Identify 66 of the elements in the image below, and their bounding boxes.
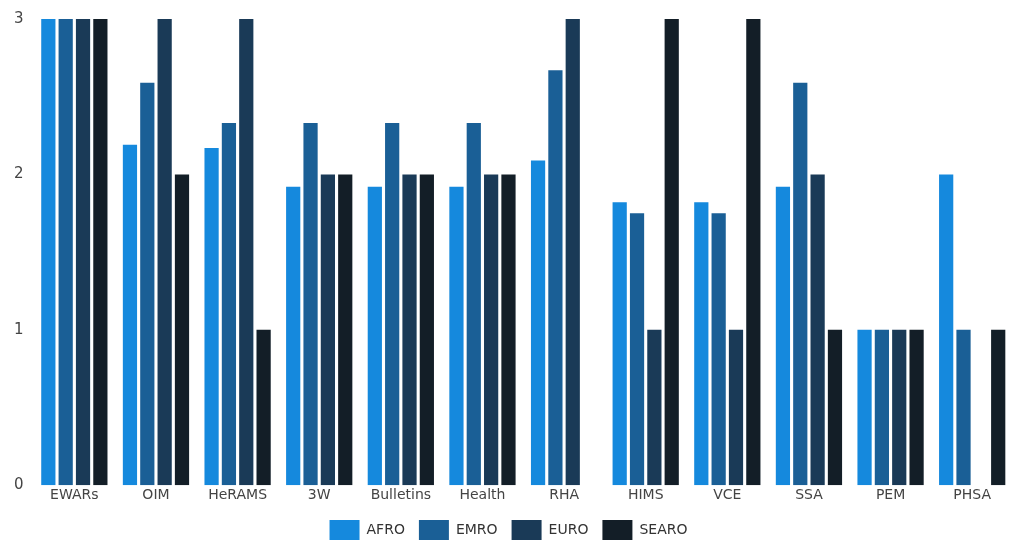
bar [711,213,726,486]
bar [857,329,872,486]
bar [810,174,825,486]
x-tick-label: HIMS [627,486,664,503]
bar [140,82,155,486]
bar [58,19,73,486]
bar [93,19,108,486]
x-tick-label: Health [459,486,506,503]
bar [75,19,91,486]
bar [157,19,172,486]
legend-label: AFRO [366,520,405,537]
bar [419,174,434,486]
bar [41,19,56,486]
bar [530,160,546,486]
bar [402,174,417,486]
x-tick-label: 3W [307,486,331,503]
x-tick-label: RHA [549,486,580,503]
bar [385,123,400,486]
legend-label: EURO [548,520,589,537]
x-tick-label: EWARs [50,486,99,503]
x-tick-label: Bulletins [370,486,432,503]
bar [367,186,382,486]
bar [204,147,219,486]
bar [827,329,843,486]
bar [647,329,662,486]
x-tick-label: SSA [795,486,824,503]
bar [565,19,580,486]
bar [449,186,464,486]
bar [239,19,254,486]
bar [728,329,744,486]
y-tick-label: 2 [14,164,24,183]
x-tick-label: PEM [875,486,906,503]
y-tick-label: 0 [14,475,24,494]
bar [664,19,679,486]
bar [548,70,563,486]
bar [338,174,353,486]
x-tick-label: OIM [142,486,170,503]
bar [221,123,237,486]
bar [793,82,808,486]
bar [286,186,301,486]
bar [694,202,709,486]
legend-label: EMRO [455,520,498,537]
x-tick-label: PHSA [953,486,992,503]
bar [484,174,499,486]
bar [501,174,516,486]
bar [909,329,924,486]
y-tick-label: 1 [14,319,24,338]
bar [892,329,907,486]
bar [775,186,791,486]
bar [991,329,1006,486]
x-tick-label: VCE [713,486,742,503]
legend-label: SEARO [639,520,688,537]
bar [320,174,335,486]
bar [612,202,627,486]
bar [956,329,971,486]
bar [746,19,761,486]
bar [629,213,645,486]
bar [303,123,318,486]
bar [939,174,954,486]
bar [466,123,481,486]
y-tick-label: 3 [14,8,24,27]
bar [174,174,190,486]
bar [122,144,138,486]
bar [874,329,890,486]
x-tick-label: HeRAMS [208,486,268,503]
bar [256,329,271,486]
